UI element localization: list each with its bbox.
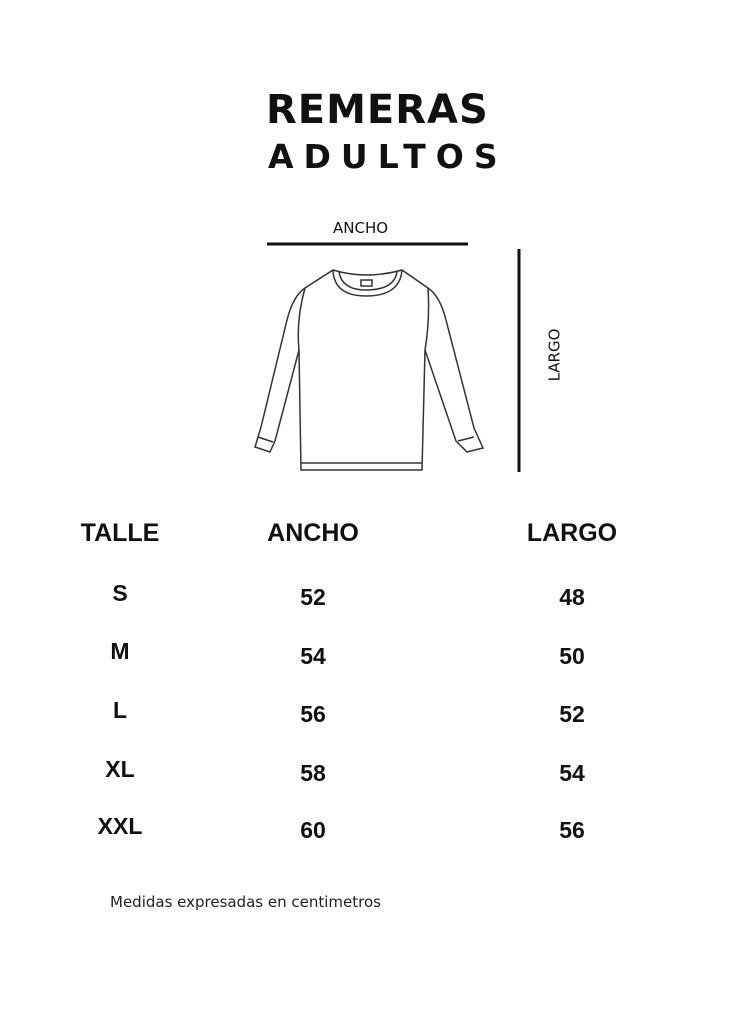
size-cell: L	[112, 697, 128, 723]
length-cell: 54	[559, 760, 585, 786]
width-cell: 56	[300, 701, 326, 727]
width-cell: 54	[300, 643, 326, 669]
width-cell: 60	[300, 817, 326, 843]
size-cell: XXL	[97, 813, 143, 839]
header-width: ANCHO	[267, 519, 359, 547]
shirt-diagram	[254, 242, 521, 472]
length-cell: 50	[559, 643, 585, 669]
length-cell: 56	[559, 817, 585, 843]
title-line-2: ADULTOS	[268, 137, 508, 176]
width-cell: 58	[300, 760, 326, 786]
size-cell: M	[110, 638, 130, 664]
size-cell: XL	[105, 756, 135, 782]
header-length: LARGO	[526, 519, 618, 547]
length-cell: 48	[559, 584, 585, 610]
width-label: ANCHO	[333, 219, 389, 237]
size-cell: S	[112, 580, 128, 606]
width-cell: 52	[300, 584, 326, 610]
title-line-1: REMERAS	[266, 87, 489, 133]
header-size: TALLE	[80, 519, 160, 547]
length-cell: 52	[559, 701, 585, 727]
shirt-icon	[254, 269, 485, 471]
footer-note: Medidas expresadas en centimetros	[110, 893, 381, 911]
